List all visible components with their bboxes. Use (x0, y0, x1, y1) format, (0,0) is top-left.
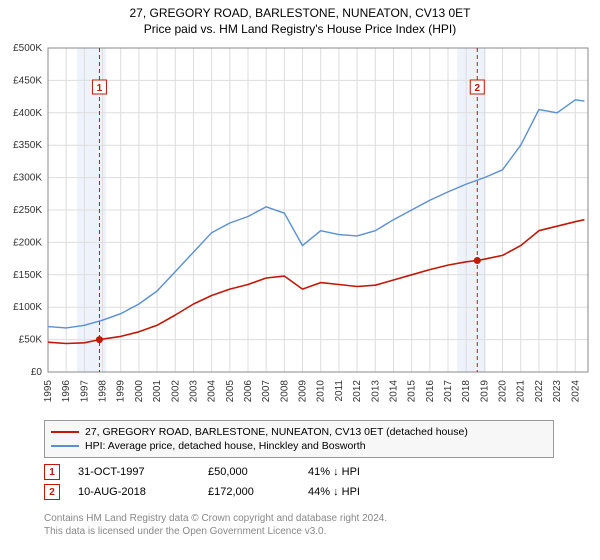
sale-price: £50,000 (208, 466, 308, 478)
x-tick-label: 2020 (498, 380, 509, 403)
x-tick-label: 2002 (170, 380, 181, 403)
footnote: Contains HM Land Registry data © Crown c… (44, 512, 387, 538)
y-tick-label: £500K (13, 43, 42, 54)
y-tick-label: £50K (19, 335, 43, 346)
y-tick-label: £150K (13, 270, 42, 281)
legend-label: 27, GREGORY ROAD, BARLESTONE, NUNEATON, … (85, 426, 468, 438)
footnote-line: Contains HM Land Registry data © Crown c… (44, 512, 387, 525)
sale-date: 31-OCT-1997 (78, 466, 208, 478)
x-tick-label: 2015 (407, 380, 418, 403)
x-tick-label: 1997 (79, 380, 90, 403)
y-tick-label: £200K (13, 237, 42, 248)
sale-pct: 41% ↓ HPI (308, 466, 458, 478)
x-tick-label: 2006 (243, 380, 254, 403)
x-tick-label: 2014 (388, 380, 399, 403)
chart-sale-marker: 1 (97, 83, 103, 94)
x-tick-label: 2003 (188, 380, 199, 403)
legend: 27, GREGORY ROAD, BARLESTONE, NUNEATON, … (44, 420, 554, 458)
y-tick-label: £0 (31, 367, 43, 378)
y-tick-label: £300K (13, 173, 42, 184)
x-tick-label: 1999 (116, 380, 127, 403)
x-tick-label: 2013 (370, 380, 381, 403)
x-tick-label: 2022 (534, 380, 545, 403)
x-tick-label: 1998 (98, 380, 109, 403)
legend-swatch (51, 431, 79, 433)
title-line1: 27, GREGORY ROAD, BARLESTONE, NUNEATON, … (0, 6, 600, 22)
x-tick-label: 2012 (352, 380, 363, 403)
footnote-line: This data is licensed under the Open Gov… (44, 525, 387, 538)
x-tick-label: 2009 (298, 380, 309, 403)
x-tick-label: 2001 (152, 380, 163, 403)
price-chart: £0 £50K £100K £150K £200K £250K £300K £350K £400… (0, 42, 600, 412)
x-tick-label: 2016 (425, 380, 436, 403)
y-tick-label: £350K (13, 140, 42, 151)
legend-item: HPI: Average price, detached house, Hinc… (51, 439, 547, 453)
sale-row: 1 31-OCT-1997 £50,000 41% ↓ HPI (44, 464, 458, 480)
y-tick-label: £400K (13, 108, 42, 119)
sale-table: 1 31-OCT-1997 £50,000 41% ↓ HPI 2 10-AUG… (44, 460, 458, 504)
sale-marker-icon: 1 (44, 464, 60, 480)
sale-row: 2 10-AUG-2018 £172,000 44% ↓ HPI (44, 484, 458, 500)
x-tick-label: 2021 (516, 380, 527, 403)
x-tick-label: 2000 (134, 380, 145, 403)
x-tick-label: 2019 (479, 380, 490, 403)
x-tick-label: 1995 (43, 380, 54, 403)
x-tick-label: 1996 (61, 380, 72, 403)
legend-item: 27, GREGORY ROAD, BARLESTONE, NUNEATON, … (51, 425, 547, 439)
x-tick-label: 2024 (570, 380, 581, 403)
x-tick-label: 2011 (334, 380, 345, 402)
y-tick-label: £100K (13, 302, 42, 313)
title-line2: Price paid vs. HM Land Registry's House … (0, 22, 600, 38)
x-tick-label: 2017 (443, 380, 454, 403)
y-tick-label: £450K (13, 75, 42, 86)
x-tick-label: 2008 (279, 380, 290, 403)
x-tick-label: 2007 (261, 380, 272, 403)
x-tick-label: 2004 (207, 380, 218, 403)
chart-sale-marker: 2 (474, 83, 480, 94)
x-tick-label: 2018 (461, 380, 472, 403)
legend-label: HPI: Average price, detached house, Hinc… (85, 440, 366, 452)
sale-price: £172,000 (208, 486, 308, 498)
legend-swatch (51, 445, 79, 447)
x-tick-label: 2005 (225, 380, 236, 403)
sale-marker-icon: 2 (44, 484, 60, 500)
x-tick-label: 2023 (552, 380, 563, 403)
sale-pct: 44% ↓ HPI (308, 486, 458, 498)
x-tick-label: 2010 (316, 380, 327, 403)
y-tick-label: £250K (13, 205, 42, 216)
sale-date: 10-AUG-2018 (78, 486, 208, 498)
chart-title-block: 27, GREGORY ROAD, BARLESTONE, NUNEATON, … (0, 0, 600, 37)
